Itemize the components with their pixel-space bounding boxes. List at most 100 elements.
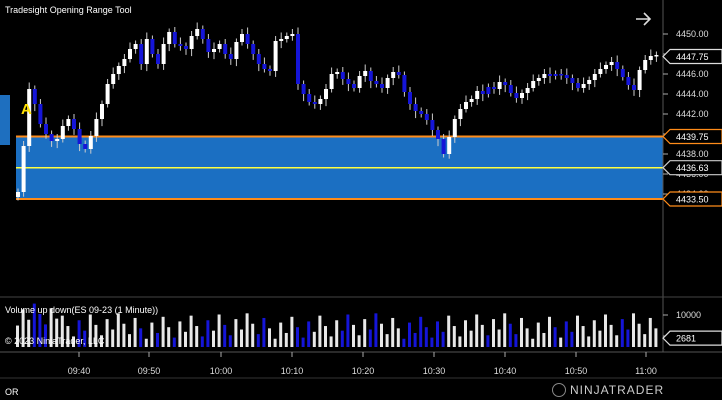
volume-bar-up (643, 334, 647, 347)
volume-bar-up (385, 334, 389, 347)
volume-bar-up (144, 338, 148, 347)
volume-bar-up (447, 315, 451, 347)
candle-up (469, 99, 474, 102)
candle-down (615, 62, 620, 69)
candle-up (234, 42, 239, 59)
volume-bar-down (32, 303, 36, 347)
candle-up (167, 32, 172, 44)
volume-bar-up (548, 316, 551, 347)
candle-down (564, 75, 569, 78)
range-high-marker: 4439.75 (662, 128, 722, 145)
volume-bar-up (195, 326, 199, 347)
volume-bar-up (324, 326, 327, 347)
volume-bar-up (27, 319, 31, 347)
candle-down (262, 64, 267, 69)
volume-bar-down (436, 321, 439, 347)
volume-bar-down (200, 336, 204, 347)
volume-bar-down (626, 329, 630, 347)
last-price-marker-shape (662, 48, 722, 65)
candle-down (374, 81, 379, 84)
candle-down (77, 129, 82, 144)
range-low-marker-label: 4433.50 (676, 195, 709, 205)
volume-bar-down (553, 327, 557, 347)
candlestick-series (16, 22, 659, 201)
price-tick-label: 4450.00 (676, 29, 709, 39)
candle-down (150, 39, 155, 54)
opening-range-zone (16, 135, 663, 200)
volume-bar-up (284, 332, 288, 347)
candle-down (368, 71, 373, 81)
candle-up (133, 44, 138, 49)
volume-bar-down (508, 323, 512, 347)
volume-bar-up (592, 320, 596, 347)
volume-bar-down (570, 331, 574, 347)
volume-bar-down (301, 337, 305, 347)
candle-up (122, 59, 127, 66)
volume-bar-up (615, 335, 619, 347)
volume-bar-up (318, 315, 322, 347)
volume-bar-up (480, 324, 484, 347)
candle-up (55, 139, 60, 141)
volume-bar-down (368, 329, 372, 347)
volume-bar-up (116, 313, 120, 347)
nav-arrow-icon[interactable] (634, 9, 654, 29)
candle-up (329, 74, 334, 89)
volume-bar-up (312, 331, 316, 347)
volume-bar-down (486, 335, 490, 347)
volume-bar-up (576, 315, 579, 347)
volume-bar-up (452, 326, 456, 347)
candle-up (643, 60, 648, 70)
candle-down (548, 74, 552, 76)
candle-up (240, 34, 244, 42)
ninjatrader-logo-icon (552, 383, 566, 397)
candle-up (195, 29, 200, 36)
volume-bar-up (72, 336, 75, 347)
volume-bar-up (380, 323, 383, 347)
volume-bar-up (475, 314, 479, 347)
volume-panel-title: Volume up down(ES 09-23 (1 Minute)) (5, 305, 159, 315)
volume-bar-up (536, 322, 540, 347)
volume-bar-down (430, 337, 434, 347)
price-tick-label: 4446.00 (676, 69, 709, 79)
candle-down (307, 94, 312, 102)
candle-up (128, 49, 132, 59)
brand-text: NINJATRADER (570, 383, 665, 397)
volume-bar-up (290, 316, 294, 347)
time-tick-label: 10:50 (565, 366, 588, 376)
candle-down (480, 91, 485, 94)
candle-up (16, 192, 20, 197)
candle-down (228, 54, 233, 59)
candle-down (206, 39, 211, 52)
volume-bar-up (329, 336, 333, 347)
chart-title: Tradesight Opening Range Tool (5, 5, 132, 15)
candle-up (116, 66, 121, 74)
candle-down (352, 84, 356, 88)
candle-down (49, 134, 54, 141)
volume-series (16, 303, 658, 347)
candle-down (380, 84, 384, 88)
range-low-marker-shape (662, 191, 722, 207)
candle-down (553, 74, 558, 76)
volume-bar-up (598, 330, 602, 347)
candle-down (559, 74, 564, 76)
volume-bar-down (514, 334, 518, 347)
candle-up (525, 88, 530, 93)
candle-up (60, 126, 65, 139)
volume-bar-up (167, 327, 171, 347)
volume-bar-up (458, 336, 462, 347)
copyright-text: © 2023 NinjaTrader, LLC (5, 336, 105, 346)
candle-up (520, 93, 524, 98)
candle-up (654, 55, 659, 57)
volume-bar-up (637, 323, 641, 347)
volume-bar-up (217, 314, 221, 347)
volume-bar-down (139, 328, 143, 347)
volume-bar-up (178, 321, 182, 347)
candle-up (105, 84, 110, 104)
candle-down (402, 75, 407, 92)
candle-down (419, 111, 424, 114)
candle-down (430, 120, 435, 130)
candle-up (536, 78, 541, 81)
time-tick-label: 10:10 (281, 366, 304, 376)
candle-down (576, 83, 580, 88)
